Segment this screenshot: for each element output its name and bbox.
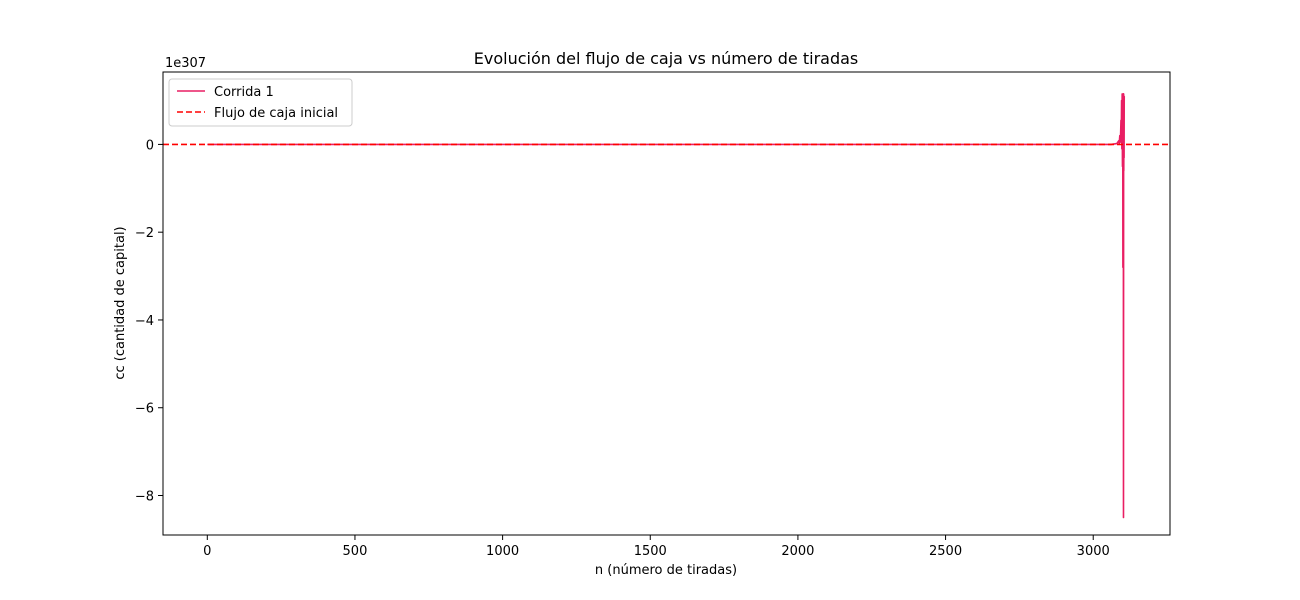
x-tick-label: 2000 — [781, 544, 814, 559]
y-tick-label: −4 — [135, 314, 154, 329]
y-tick-label: −6 — [135, 402, 154, 417]
x-tick-label: 500 — [343, 544, 368, 559]
x-axis-label: n (número de tiradas) — [595, 563, 737, 578]
x-tick-label: 2500 — [929, 544, 962, 559]
plot-area — [163, 93, 1170, 519]
x-tick-label: 0 — [203, 544, 211, 559]
axes: 0 500 1000 1500 2000 2500 3000 0 −2 −4 −6 −8 — [135, 71, 1171, 559]
legend-label-flujo-de-caja-inicial: Flujo de caja inicial — [214, 106, 338, 121]
legend-frame — [168, 78, 353, 127]
y-axis-label: cc (cantidad de capital) — [113, 226, 128, 379]
y-axis-offset-text: 1e307 — [165, 56, 206, 71]
y-tick-label: −2 — [135, 226, 154, 241]
x-tick-label: 1000 — [486, 544, 519, 559]
y-tick-label: 0 — [146, 138, 154, 153]
legend-label-corrida-1: Corrida 1 — [214, 85, 274, 100]
x-tick-label: 1500 — [634, 544, 667, 559]
y-tick-label: −8 — [135, 490, 154, 505]
axes-frame — [162, 71, 1171, 536]
chart-title: Evolución del flujo de caja vs número de… — [474, 49, 859, 68]
x-tick-label: 3000 — [1077, 544, 1110, 559]
legend: Corrida 1 Flujo de caja inicial — [168, 78, 353, 127]
